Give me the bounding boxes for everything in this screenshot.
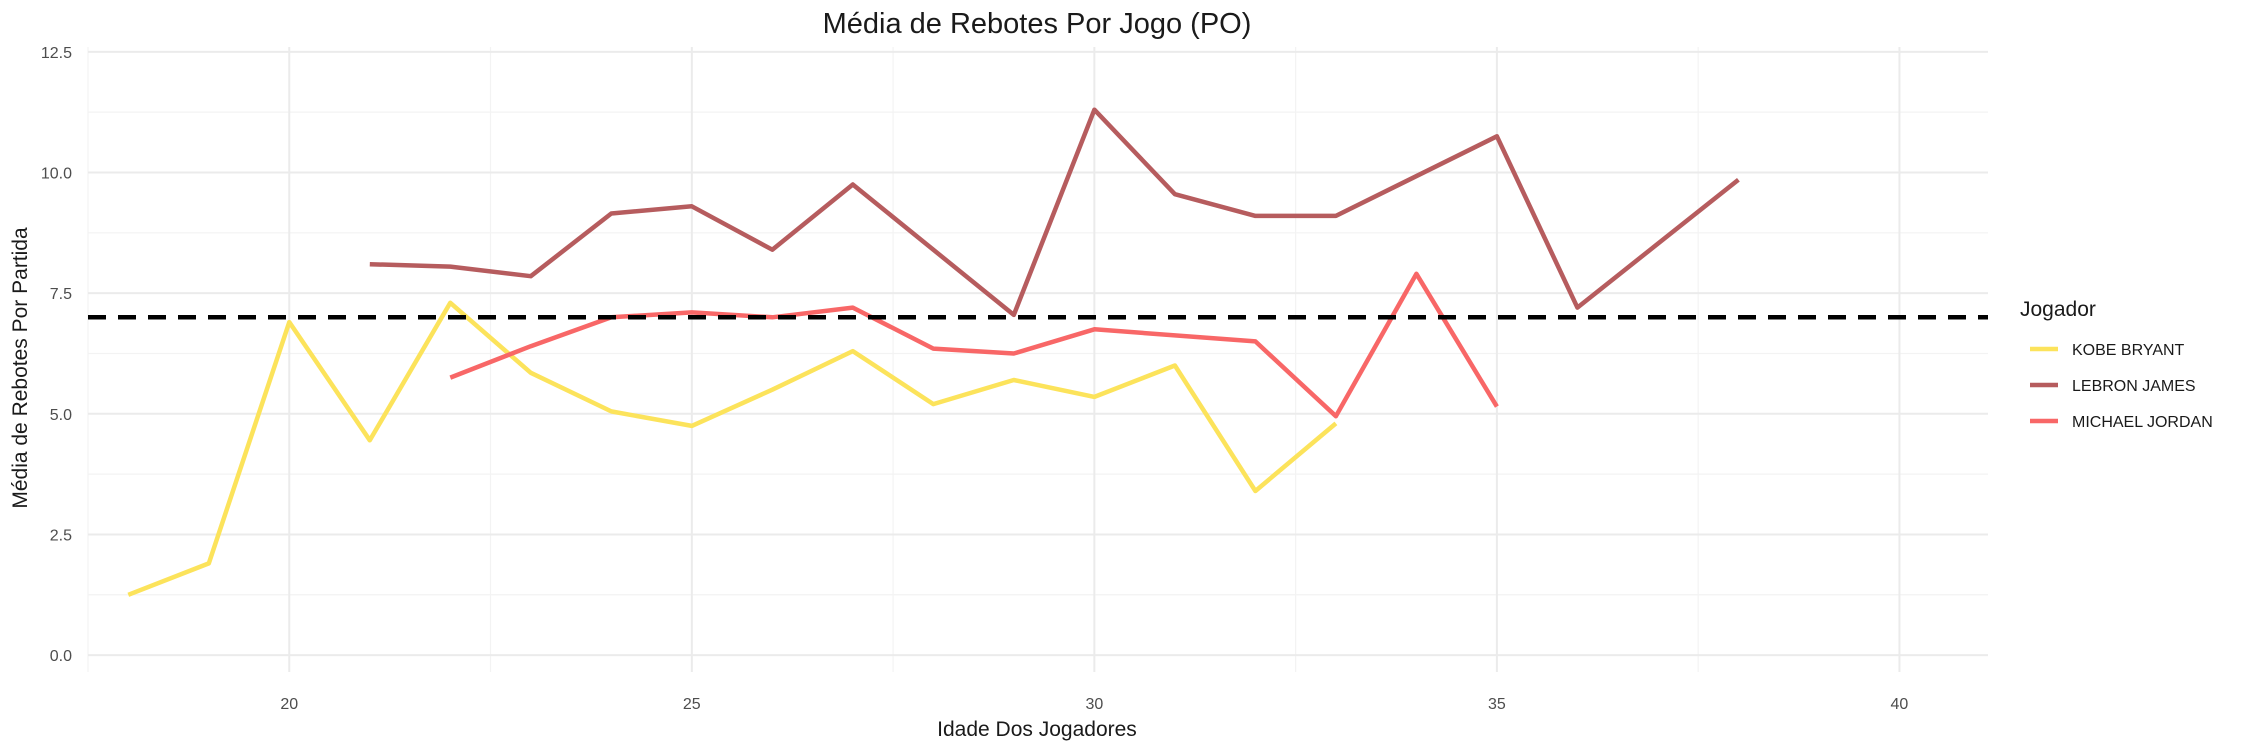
gridlines (87, 47, 1988, 672)
x-tick-label: 40 (1891, 696, 1909, 713)
series-line-kobe-bryant (127, 300, 1338, 597)
series-line-lebron-james (369, 107, 1740, 318)
x-tick-label: 25 (683, 696, 701, 713)
y-tick-label: 2.5 (50, 527, 72, 544)
x-tick-label: 30 (1085, 696, 1103, 713)
chart-title: Média de Rebotes Por Jogo (PO) (823, 8, 1252, 40)
legend: Jogador KOBE BRYANT LEBRON JAMES MICHAEL J… (2020, 298, 2213, 431)
y-tick-label: 7.5 (50, 286, 72, 303)
y-tick-label: 5.0 (50, 407, 72, 424)
x-axis-ticks: 20 25 30 35 40 (280, 696, 1908, 713)
series-line-michael-jordan (449, 271, 1499, 419)
legend-label: KOBE BRYANT (2072, 342, 2185, 359)
y-tick-label: 10.0 (41, 165, 72, 182)
y-tick-label: 0.0 (50, 648, 72, 665)
x-tick-label: 35 (1488, 696, 1506, 713)
legend-label: LEBRON JAMES (2072, 378, 2196, 395)
legend-items: KOBE BRYANT LEBRON JAMES MICHAEL JORDAN (2030, 342, 2213, 431)
y-axis-title: Média de Rebotes Por Partida (9, 227, 32, 509)
x-tick-label: 20 (280, 696, 298, 713)
legend-title: Jogador (2020, 298, 2096, 321)
y-tick-label: 12.5 (41, 45, 72, 62)
y-axis-ticks: 0.0 2.5 5.0 7.5 10.0 12.5 (41, 45, 72, 665)
x-axis-title: Idade Dos Jogadores (937, 718, 1137, 741)
legend-label: MICHAEL JORDAN (2072, 414, 2213, 431)
